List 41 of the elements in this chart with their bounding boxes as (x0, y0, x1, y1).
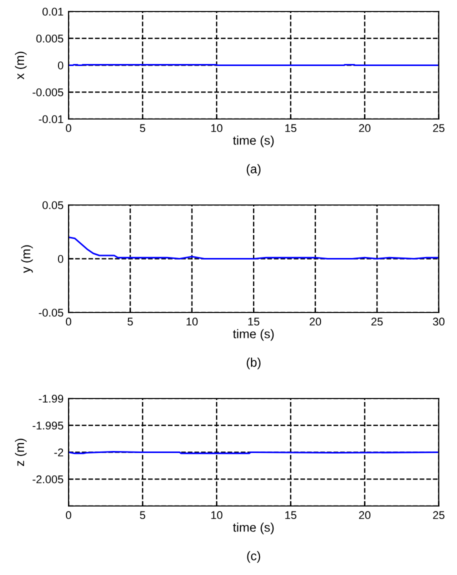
y-tick-label: -2.005 (32, 475, 64, 484)
x-tick-label: 5 (128, 318, 133, 326)
x-axis-title: time (s) (232, 329, 274, 341)
x-tick-label: 5 (140, 124, 146, 132)
x-tick-label: 15 (285, 124, 296, 132)
y-tick-label: -0.01 (38, 115, 64, 124)
y-tick-label: -2 (54, 448, 64, 456)
y-tick-label: -1.99 (38, 394, 64, 403)
y-axis-title: y (m) (21, 245, 33, 273)
x-tick-label: 15 (285, 511, 296, 520)
x-tick-label: 10 (186, 318, 198, 326)
text: (c) (247, 551, 260, 563)
x-tick-label: 25 (433, 124, 444, 132)
y-tick-label: 0.05 (42, 201, 64, 210)
line-series (68, 236, 439, 260)
x-tick-label: 20 (310, 318, 322, 326)
y-tick-label: 0.005 (36, 34, 64, 43)
y-tick-label: 0 (58, 62, 64, 70)
x-tick-label: 20 (359, 511, 370, 520)
y-tick-label: 0 (58, 255, 64, 263)
y-tick-label: -1.995 (32, 422, 64, 430)
y-axis-title: z (m) (14, 438, 27, 466)
x-tick-label: 0 (66, 511, 72, 520)
x-axis-title: time (s) (232, 522, 274, 534)
x-tick-label: 5 (140, 511, 146, 520)
x-tick-label: 25 (371, 318, 383, 326)
x-tick-label: 30 (432, 318, 444, 326)
x-tick-label: 25 (433, 511, 444, 520)
y-tick-label: -0.05 (38, 308, 64, 317)
x-tick-label: 10 (211, 124, 222, 132)
y-tick-label: -0.005 (32, 88, 64, 96)
x-tick-label: 0 (66, 318, 72, 326)
x-axis-title: time (s) (232, 136, 274, 148)
text: (a) (246, 164, 260, 176)
y-axis-title: x (m) (14, 52, 27, 80)
x-tick-label: 15 (248, 318, 260, 326)
x-tick-label: 0 (66, 124, 72, 132)
y-tick-label: 0.01 (42, 8, 64, 16)
text: (b) (246, 358, 260, 370)
x-tick-label: 10 (211, 511, 222, 520)
x-tick-label: 20 (359, 124, 370, 132)
